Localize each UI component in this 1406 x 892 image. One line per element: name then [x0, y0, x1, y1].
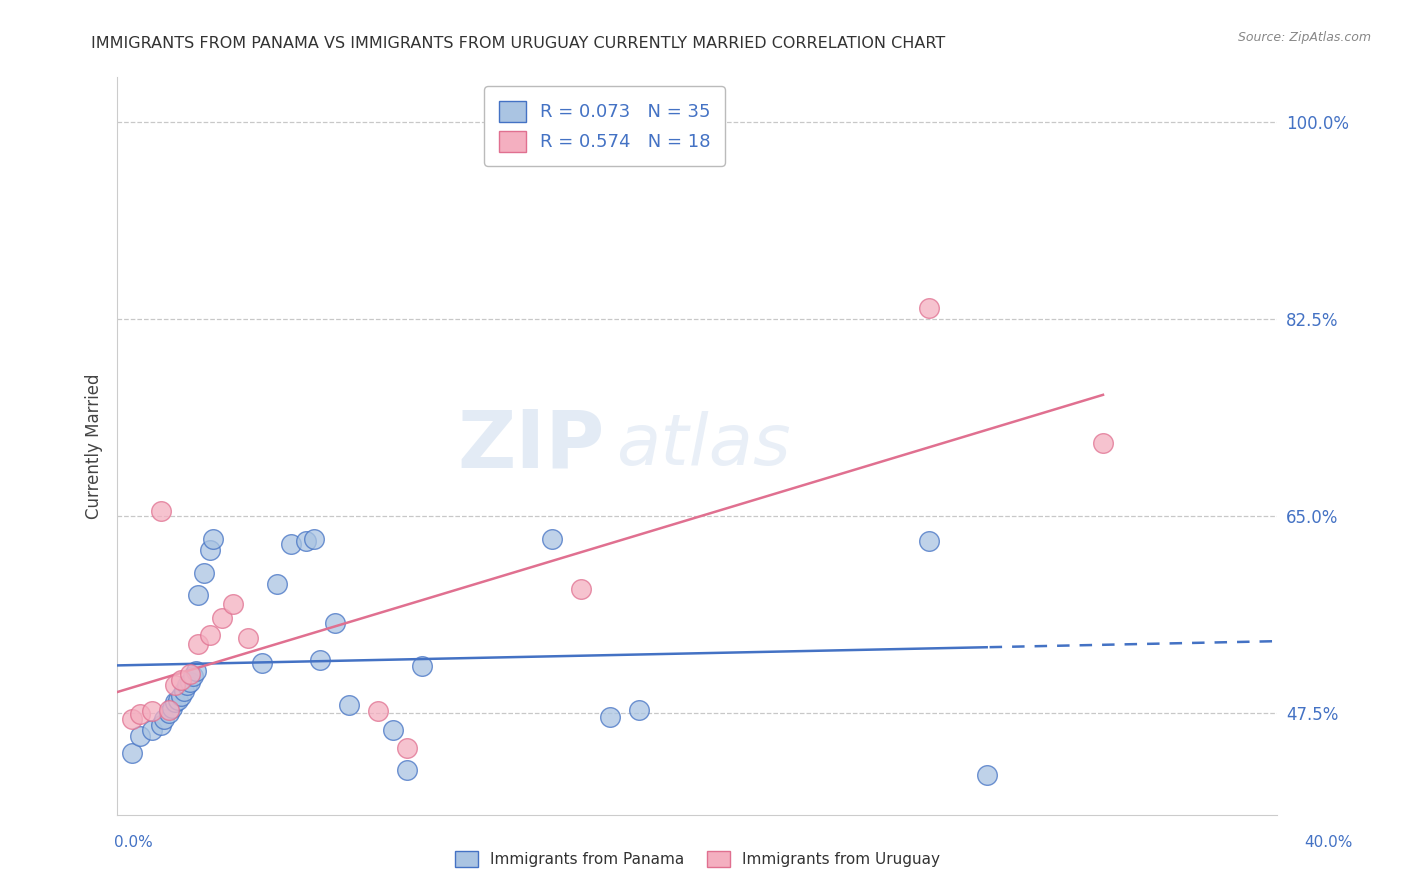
Text: atlas: atlas	[616, 411, 790, 481]
Point	[918, 534, 941, 549]
Point	[165, 695, 187, 709]
Text: 0.0%: 0.0%	[114, 836, 153, 850]
Point	[323, 616, 346, 631]
Point	[599, 709, 621, 723]
Point	[141, 704, 163, 718]
Point	[198, 627, 221, 641]
Point	[569, 582, 592, 597]
Point	[179, 666, 201, 681]
Point	[266, 577, 288, 591]
Point	[141, 723, 163, 738]
Point	[187, 588, 209, 602]
Point	[165, 678, 187, 692]
Point	[181, 669, 204, 683]
Point	[211, 610, 233, 624]
Text: ZIP: ZIP	[457, 407, 605, 485]
Text: 40.0%: 40.0%	[1305, 836, 1353, 850]
Point	[918, 301, 941, 315]
Point	[179, 674, 201, 689]
Point	[309, 653, 332, 667]
Point	[628, 703, 651, 717]
Text: IMMIGRANTS FROM PANAMA VS IMMIGRANTS FROM URUGUAY CURRENTLY MARRIED CORRELATION : IMMIGRANTS FROM PANAMA VS IMMIGRANTS FRO…	[91, 36, 946, 51]
Point	[236, 631, 259, 645]
Point	[294, 534, 316, 549]
Point	[541, 532, 564, 546]
Point	[396, 763, 419, 777]
Point	[280, 537, 302, 551]
Point	[162, 700, 184, 714]
Point	[222, 597, 245, 611]
Point	[396, 741, 419, 756]
Point	[193, 566, 215, 580]
Point	[157, 706, 180, 721]
Point	[170, 690, 193, 704]
Point	[176, 678, 198, 692]
Point	[198, 543, 221, 558]
Point	[304, 532, 326, 546]
Point	[337, 698, 360, 713]
Y-axis label: Currently Married: Currently Married	[86, 373, 103, 519]
Point	[201, 532, 224, 546]
Point	[187, 636, 209, 650]
Point	[152, 712, 174, 726]
Point	[381, 723, 404, 738]
Point	[367, 704, 389, 718]
Text: Source: ZipAtlas.com: Source: ZipAtlas.com	[1237, 31, 1371, 45]
Point	[170, 673, 193, 687]
Point	[411, 659, 433, 673]
Point	[173, 683, 195, 698]
Point	[121, 746, 143, 760]
Point	[976, 768, 998, 782]
Point	[149, 717, 172, 731]
Legend: R = 0.073   N = 35, R = 0.574   N = 18: R = 0.073 N = 35, R = 0.574 N = 18	[484, 87, 725, 166]
Point	[129, 729, 152, 743]
Point	[157, 703, 180, 717]
Point	[167, 692, 190, 706]
Point	[121, 712, 143, 726]
Point	[184, 664, 207, 678]
Point	[129, 707, 152, 722]
Point	[252, 656, 274, 670]
Point	[1092, 436, 1115, 450]
Point	[149, 504, 172, 518]
